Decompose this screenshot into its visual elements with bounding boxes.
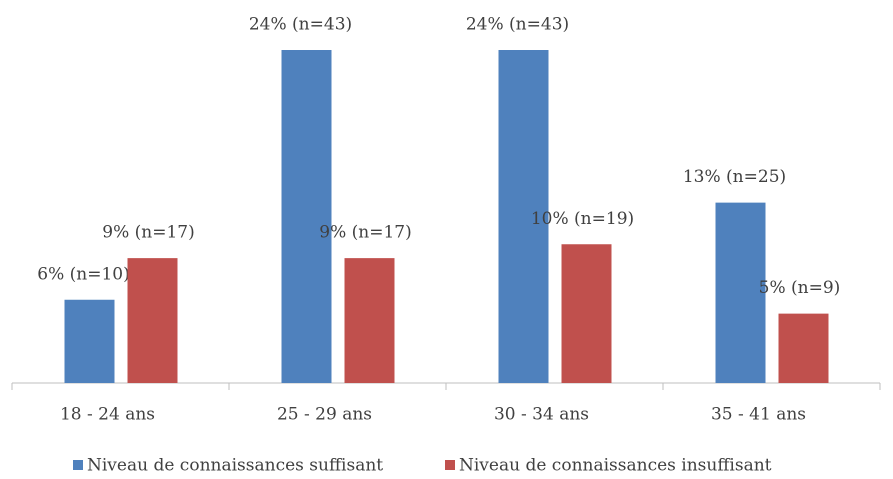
bar	[715, 202, 766, 383]
bar	[344, 258, 395, 383]
bar	[281, 50, 332, 383]
x-tick-label: 25 - 29 ans	[277, 405, 372, 425]
legend-label: Niveau de connaissances insuffisant	[459, 456, 772, 476]
bar	[64, 299, 115, 383]
legend-swatch	[73, 460, 83, 470]
data-label: 10% (n=19)	[531, 209, 634, 229]
legend-label: Niveau de connaissances suffisant	[87, 456, 383, 476]
bar	[561, 244, 612, 383]
bar	[127, 258, 178, 383]
data-label: 24% (n=43)	[466, 15, 569, 35]
data-label: 9% (n=17)	[319, 223, 411, 243]
data-label: 13% (n=25)	[683, 167, 786, 187]
x-tick-label: 30 - 34 ans	[494, 405, 589, 425]
x-tick-label: 18 - 24 ans	[60, 405, 155, 425]
x-tick-label: 35 - 41 ans	[711, 405, 806, 425]
legend-swatch	[445, 460, 455, 470]
data-label: 24% (n=43)	[249, 15, 352, 35]
data-label: 6% (n=10)	[37, 264, 129, 284]
data-label: 5% (n=9)	[759, 278, 841, 298]
data-label: 9% (n=17)	[102, 223, 194, 243]
bar	[498, 50, 549, 383]
bar	[778, 313, 829, 383]
